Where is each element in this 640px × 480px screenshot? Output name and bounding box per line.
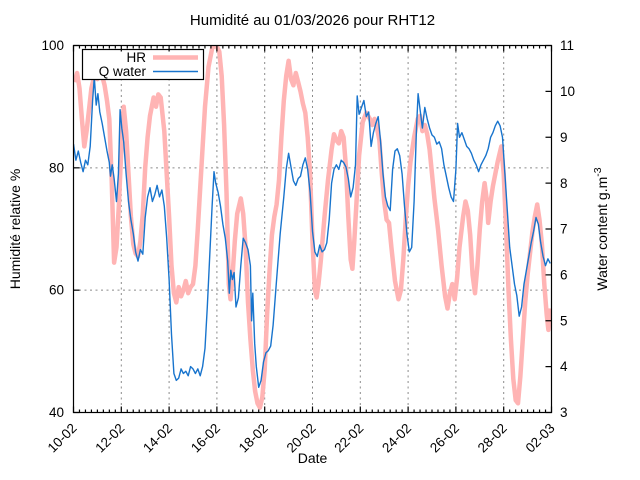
right-axis-tick-labels: 3 4 5 6 7 8 9 10 11: [560, 38, 575, 420]
y-tick-label: 60: [49, 283, 64, 298]
x-tick-label: 02-03: [523, 421, 558, 456]
y2-tick-label: 4: [560, 359, 568, 374]
series-line-q-water: [73, 76, 551, 388]
x-tick-label: 24-02: [379, 421, 414, 456]
left-axis-tick-labels: 40 60 80 100: [41, 38, 64, 420]
x-tick-label: 10-02: [45, 421, 80, 456]
chart-title: Humidité au 01/03/2026 pour RHT12: [190, 12, 435, 29]
series-layer: [73, 45, 552, 410]
y2-tick-label: 10: [560, 84, 575, 99]
x-tick-label: 14-02: [140, 421, 175, 456]
x-tick-label: 12-02: [92, 421, 127, 456]
axis-ticks: [72, 44, 553, 414]
x-axis-label: Date: [298, 450, 328, 466]
right-y-axis-label-superscript: -3: [592, 167, 604, 176]
legend-box: [81, 48, 205, 81]
y2-tick-label: 5: [560, 313, 568, 328]
series-line-hr: [73, 45, 552, 410]
y2-tick-label: 3: [560, 405, 568, 420]
legend-label-qwater: Q water: [99, 64, 147, 79]
y-tick-label: 100: [41, 38, 64, 53]
x-tick-label: 16-02: [188, 421, 223, 456]
y-tick-label: 40: [49, 405, 64, 420]
left-y-axis-label: Humidité relative %: [7, 169, 23, 290]
x-tick-label: 28-02: [475, 421, 510, 456]
y2-tick-label: 6: [560, 267, 568, 282]
y2-tick-label: 7: [560, 222, 568, 237]
y2-tick-label: 11: [560, 38, 574, 53]
y-tick-label: 80: [49, 160, 64, 175]
legend-label-hr: HR: [127, 50, 147, 65]
y2-tick-label: 8: [560, 176, 568, 191]
right-y-axis-label: Water content g.m-3: [592, 167, 610, 290]
x-tick-label: 22-02: [331, 421, 366, 456]
x-tick-label: 26-02: [427, 421, 462, 456]
y2-tick-label: 9: [560, 130, 568, 145]
legend: HR Q water: [81, 48, 205, 81]
right-y-axis-label-base: Water content g.m: [594, 177, 610, 291]
x-tick-label: 18-02: [236, 421, 271, 456]
